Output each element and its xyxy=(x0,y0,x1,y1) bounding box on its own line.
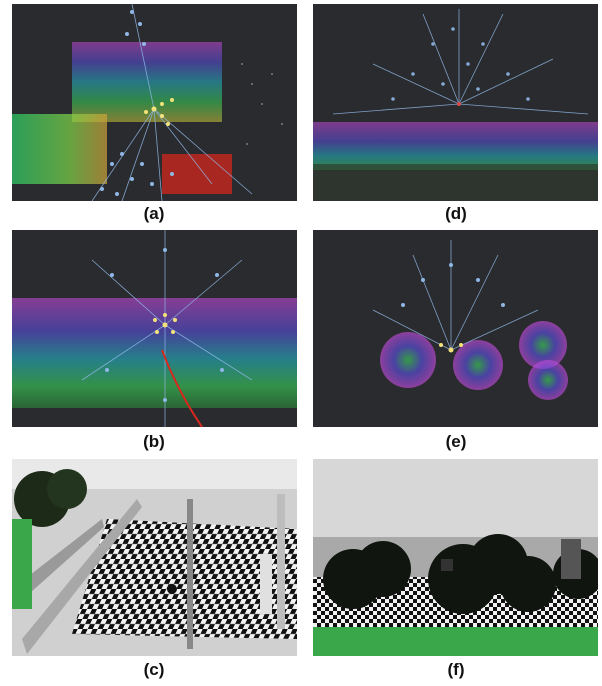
panel-d-image xyxy=(313,4,598,201)
panel-b-image xyxy=(12,230,297,427)
panel-f-image xyxy=(313,459,598,656)
panel-c-image xyxy=(12,459,297,656)
panel-a-caption: (a) xyxy=(143,204,165,223)
panel-f-caption: (f) xyxy=(447,660,465,679)
panel-d-caption: (d) xyxy=(445,204,467,223)
panel-a-image xyxy=(12,4,297,201)
panel-c-caption: (c) xyxy=(143,660,165,679)
panel-e-image xyxy=(313,230,598,427)
panel-e-caption: (e) xyxy=(445,432,467,451)
panel-b-caption: (b) xyxy=(143,432,165,451)
